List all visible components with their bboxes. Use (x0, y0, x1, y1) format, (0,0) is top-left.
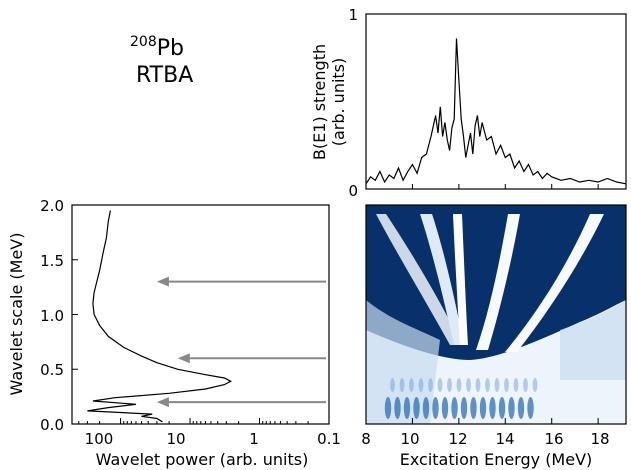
power-ytick-label-1.5: 1.5 (40, 252, 64, 270)
map-fine-blob (532, 378, 538, 392)
power-xtick-label-10: 10 (166, 430, 185, 448)
map-fine-blob (447, 378, 452, 392)
map-xtick-label-12: 12 (448, 430, 467, 448)
map-fine-blob (513, 378, 519, 392)
map-frame (365, 204, 627, 425)
strength-ytick-label-0: 0 (348, 182, 358, 200)
strength-ytick-label-1: 1 (348, 6, 358, 24)
map-fine-blob (451, 397, 458, 419)
strength-bottom-ticks (365, 184, 599, 189)
map-fine-blob (504, 378, 509, 392)
map-xtick-label-16: 16 (544, 430, 563, 448)
map-fine-blob (413, 397, 420, 419)
strength-frame (365, 13, 627, 190)
power-ytick-label-2.0: 2.0 (40, 197, 64, 215)
map-fine-blob (527, 397, 534, 419)
map-fine-blob (494, 378, 500, 392)
map-xlabel: Excitation Energy (MeV) (400, 450, 593, 469)
title-method: RTBA (136, 63, 193, 88)
title-element: Pb (157, 36, 184, 61)
map-ridge-left-inner (420, 214, 464, 345)
power-xtick-label-100: 100 (85, 430, 114, 448)
map-fine-blob (394, 397, 401, 419)
map-fine-blob (409, 378, 414, 392)
map-ridge-left-outer (376, 214, 462, 345)
strength-ylabel-line2: (arb. units) (329, 58, 348, 147)
title-mass-number: 208 (130, 34, 157, 50)
map-fine-blob (508, 397, 515, 419)
power-line (87, 210, 232, 423)
map-fine-blob (479, 397, 487, 419)
power-plot: 100 10 1 0.1 0.0 0.5 1.0 1.5 2.0 Wavelet… (7, 197, 341, 469)
wavelet-map: 8 10 12 14 16 18 Excitation Energy (MeV) (361, 204, 627, 469)
power-arrow-head-1 (177, 353, 190, 364)
strength-ylabel-line1: B(E1) strength (310, 44, 329, 160)
map-fine-blob (441, 397, 449, 419)
map-fine-blob (460, 397, 468, 419)
power-ylabel: Wavelet scale (MeV) (7, 233, 26, 396)
power-ytick-label-0.0: 0.0 (40, 416, 64, 434)
power-xlabel: Wavelet power (arb. units) (96, 450, 309, 469)
power-ytick-label-1.0: 1.0 (40, 307, 64, 325)
power-arrow-head-2 (156, 276, 169, 287)
map-xtick-label-14: 14 (495, 430, 514, 448)
map-ridge-right-2 (505, 214, 604, 352)
map-fine-blob (456, 378, 462, 392)
title-nucleus: 208Pb (130, 34, 184, 61)
map-fine-blob (470, 397, 477, 419)
map-xtick-label-18: 18 (590, 430, 609, 448)
map-fine-blob (475, 378, 481, 392)
map-fine-blob (422, 397, 430, 419)
power-yticks (72, 204, 78, 425)
map-ridge-center (453, 214, 468, 345)
map-fine-pattern (384, 378, 538, 419)
map-fine-blob (485, 378, 490, 392)
map-fine-blob (437, 378, 443, 392)
map-fine-blob (390, 378, 395, 392)
map-fine-blob (517, 397, 525, 419)
power-frame (71, 204, 330, 425)
power-ytick-label-0.5: 0.5 (40, 361, 64, 379)
map-fine-blob (384, 397, 392, 419)
map-ridge-right-1 (476, 214, 520, 350)
map-right-haze (560, 300, 626, 380)
map-fine-blob (432, 397, 439, 419)
power-xtick-label-1: 1 (249, 430, 259, 448)
power-arrows (156, 276, 326, 408)
power-xticks (71, 418, 330, 424)
map-xticks (365, 418, 599, 424)
map-fine-blob (466, 378, 471, 392)
map-xtick-label-8: 8 (361, 430, 371, 448)
power-xtick-label-0.1: 0.1 (317, 430, 341, 448)
map-fine-blob (489, 397, 496, 419)
power-arrow-head-0 (156, 397, 169, 408)
map-fine-blob (428, 378, 433, 392)
map-fine-blob (403, 397, 411, 419)
strength-plot: 0 1 B(E1) strength (arb. units) (310, 6, 627, 200)
map-fine-blob (418, 378, 424, 392)
map-xtick-label-10: 10 (400, 430, 419, 448)
strength-line (366, 38, 626, 185)
map-fine-blob (523, 378, 528, 392)
map-fine-blob (399, 378, 405, 392)
map-fine-blob (498, 397, 506, 419)
map-lower-haze (366, 300, 440, 424)
